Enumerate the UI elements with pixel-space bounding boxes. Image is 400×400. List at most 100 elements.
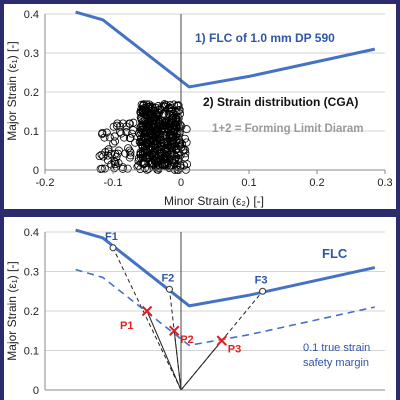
point-p1-marker [141,305,153,317]
strain-scatter-point [158,110,167,119]
point-p3-label: P3 [228,344,241,356]
strain-scatter-point [146,137,155,146]
point-f2-label: F2 [161,272,174,284]
strain-scatter-point [146,118,155,127]
strain-scatter-point [131,138,140,147]
strain-scatter-point [161,154,170,163]
strain-scatter-point [98,164,107,173]
strain-path-line [112,247,182,391]
strain-scatter-point [109,122,118,131]
strain-scatter-point [160,102,169,111]
strain-scatter-point [153,158,162,167]
point-f3-marker [259,287,267,295]
strain-scatter-point [124,144,133,153]
top-x-axis-title: Minor Strain (ε₂) [-] [164,194,264,208]
strain-scatter-point [153,127,162,136]
strain-scatter-point [100,164,109,173]
top-chart-axes: 0 0.1 0.2 0.3 0.4 -0.2 -0.1 0 0.1 0.2 0.3 [24,9,393,189]
strain-scatter-point [129,118,138,127]
strain-scatter-point [107,149,116,158]
strain-scatter-point [181,145,190,154]
strain-scatter-point [104,147,113,156]
safety-margin-line [75,268,375,347]
point-f1-marker [109,244,117,252]
annotation-strain-distribution: 2) Strain distribution (CGA) [203,95,358,109]
strain-scatter-point [125,133,134,142]
strain-scatter-point [140,148,149,157]
strain-scatter-point [161,159,170,168]
bottom-y-tick-label: 0.3 [24,267,39,279]
strain-scatter-point [172,153,181,162]
strain-scatter-point [151,126,160,135]
bottom-chart-lines [75,228,376,347]
strain-scatter-point [110,137,119,146]
strain-scatter-point [142,138,151,147]
top-y-tick-label: 0.2 [24,87,39,99]
strain-scatter-point [134,129,143,138]
strain-scatter-point [95,152,104,161]
strain-scatter-point [172,145,181,154]
strain-scatter-point [139,108,148,117]
point-p3-marker [216,335,228,346]
strain-scatter-point [176,138,185,147]
strain-scatter-point [111,157,120,166]
point-f1-label: F1 [105,231,118,243]
annotation-flc: 1) FLC of 1.0 mm DP 590 [195,31,335,45]
strain-scatter-point [168,143,177,152]
strain-scatter-point [174,155,183,164]
part-strain-line [146,310,182,391]
top-y-tick-label: 0.3 [24,48,39,60]
strain-scatter-point [98,130,107,139]
flc-line-top [75,10,376,89]
strain-scatter-point [174,101,183,110]
strain-scatter-point [182,125,191,134]
strain-scatter-point [159,138,168,147]
strain-scatter-point [142,146,151,155]
part-strain-line [173,330,182,391]
strain-scatter-point [99,152,108,161]
bottom-y-tick-label: 0.2 [24,306,39,318]
point-f2-marker [165,285,173,293]
bottom-chart-axes: 0 0.1 0.2 0.3 0.4 [24,227,385,397]
top-x-tick-label: -0.2 [36,177,55,189]
bottom-y-tick-label: 0.4 [24,227,39,239]
strain-scatter-point [166,161,175,170]
strain-scatter-point [159,121,168,130]
strain-scatter-point [125,119,134,128]
strain-scatter-point [121,149,130,158]
strain-scatter-point [180,161,189,170]
strain-scatter-point [168,106,177,115]
strain-scatter-point [140,152,149,161]
point-p1-label: P1 [120,320,133,332]
top-y-tick-label: 0 [33,165,39,177]
top-panel-background [4,4,396,209]
strain-scatter-point [154,117,163,126]
flc-label: FLC [322,246,348,261]
strain-scatter-point [118,163,127,172]
strain-scatter-point [138,121,147,130]
safety-margin-label-line1: 0.1 true strain [303,342,370,354]
bottom-y-tick-label: 0.1 [24,346,39,358]
strain-scatter-point [105,133,114,142]
strain-scatter-point [120,133,129,142]
strain-scatter-point [137,134,146,143]
strain-scatter-point [126,151,135,160]
strain-scatter-point [141,142,150,151]
strain-scatter-point [144,157,153,166]
strain-scatter-point [157,135,166,144]
bottom-y-tick-label: 0 [33,385,39,397]
top-x-tick-label: 0.2 [309,177,324,189]
strain-scatter-point [181,149,190,158]
strain-scatter-point [143,139,152,148]
strain-scatter-point [122,128,131,137]
strain-scatter-point [102,128,111,137]
strain-scatter-point [97,150,106,159]
annotation-forming-limit: 1+2 = Forming Limit Diaram [212,123,363,135]
strain-scatter-point [140,159,149,168]
point-p2-marker [168,325,180,336]
point-f3-label: F3 [255,274,268,286]
strain-scatter-point [153,146,162,155]
strain-scatter-point [168,137,177,146]
strain-scatter-point [171,135,180,144]
